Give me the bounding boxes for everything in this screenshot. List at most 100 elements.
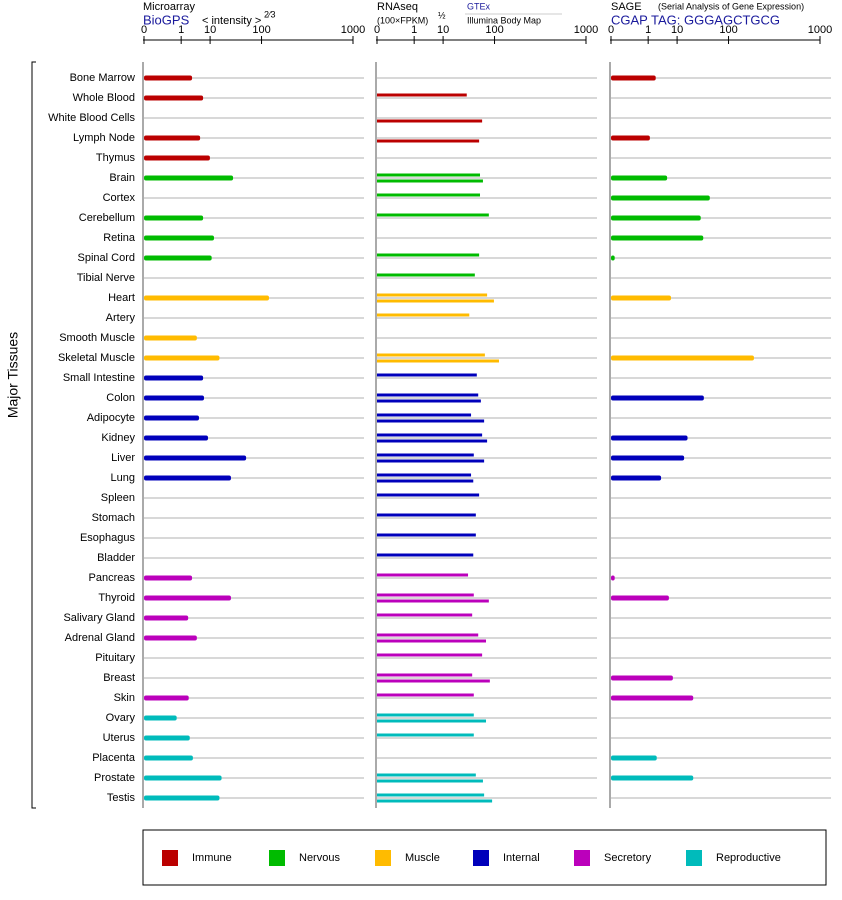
category-label: Whole Blood [73,92,135,104]
x-tick-label: 100 [252,24,270,36]
bar [377,593,474,597]
x-tick-label: 0 [141,24,147,36]
bar [144,175,234,181]
panel-title: Microarray [143,1,195,13]
category-label: Uterus [103,732,136,744]
bar [611,75,656,81]
bar [144,75,193,81]
panel-title: SAGE [611,1,642,13]
x-tick-label: 1000 [341,24,365,36]
bar [377,439,488,443]
x-tick-label: 1000 [574,24,598,36]
scale-exponent: ½ [438,10,446,20]
category-label: Liver [111,452,135,464]
bar [144,795,220,801]
bar [144,355,220,361]
bar [611,755,657,761]
bar [377,713,474,717]
bar [377,793,485,797]
category-label: Skin [114,692,135,704]
bar [377,299,494,303]
bar [144,455,247,461]
category-label: Ovary [106,712,136,724]
bar [377,253,480,257]
legend-label: Secretory [604,852,652,864]
bar [377,273,475,277]
bar [144,235,215,241]
bar [611,235,704,241]
bar [377,553,474,557]
category-label: Salivary Gland [63,612,135,624]
bar [611,215,701,221]
category-label: Tibial Nerve [77,272,135,284]
legend-swatch [473,850,489,866]
legend-label: Immune [192,852,232,864]
x-tick-label: 10 [204,24,216,36]
panel-title: RNAseq [377,1,418,13]
category-label: Artery [106,312,136,324]
category-label: Colon [106,392,135,404]
category-label: Lung [111,472,135,484]
bar [144,615,189,621]
legend-box [142,829,827,886]
category-label: White Blood Cells [48,112,135,124]
bar [611,575,615,581]
bar [144,95,204,101]
bar [377,733,474,737]
bar [611,135,650,141]
legend-label: Muscle [405,852,440,864]
bar [377,293,488,297]
bar [377,639,487,643]
bar [377,139,480,143]
bar [144,435,209,441]
legend-label: Nervous [299,852,340,864]
category-label: Kidney [101,432,135,444]
category-label: Testis [107,792,136,804]
bar [377,93,467,97]
legend-label: Internal [503,852,540,864]
x-tick-label: 0 [608,24,614,36]
bar [377,679,490,683]
category-label: Spleen [101,492,135,504]
bar [377,193,481,197]
legend-swatch [574,850,590,866]
bar [377,313,470,317]
category-label: Bone Marrow [70,72,135,84]
x-tick-label: 1 [178,24,184,36]
bar [377,413,472,417]
bar [144,375,204,381]
bar [144,475,231,481]
category-label: Lymph Node [73,132,135,144]
y-axis-label: Major Tissues [5,332,21,418]
x-tick-label: 10 [671,24,683,36]
bar [611,675,673,681]
bar [377,433,483,437]
bar [144,755,193,761]
x-tick-label: 100 [485,24,503,36]
bar [611,395,704,401]
bar [377,533,476,537]
category-label: Brain [109,172,135,184]
legend-swatch [686,850,702,866]
category-label: Cortex [103,192,136,204]
bar [377,359,499,363]
bar [377,779,483,783]
bar [611,695,694,701]
bar [377,773,476,777]
legend-swatch [162,850,178,866]
bar [611,255,615,261]
x-tick-label: 1 [645,24,651,36]
scale-exponent: 2⁄3 [264,9,276,19]
scale-label: (100×FPKM) [377,15,428,25]
panel-subtitle: (Serial Analysis of Gene Expression) [658,1,804,11]
bar [377,393,479,397]
bar [611,295,672,301]
legend-swatch [375,850,391,866]
category-label: Pituitary [95,652,135,664]
bar [144,215,204,221]
bar [611,175,668,181]
bar [377,173,481,177]
category-label: Prostate [94,772,135,784]
series-name: GTEx [467,1,491,11]
